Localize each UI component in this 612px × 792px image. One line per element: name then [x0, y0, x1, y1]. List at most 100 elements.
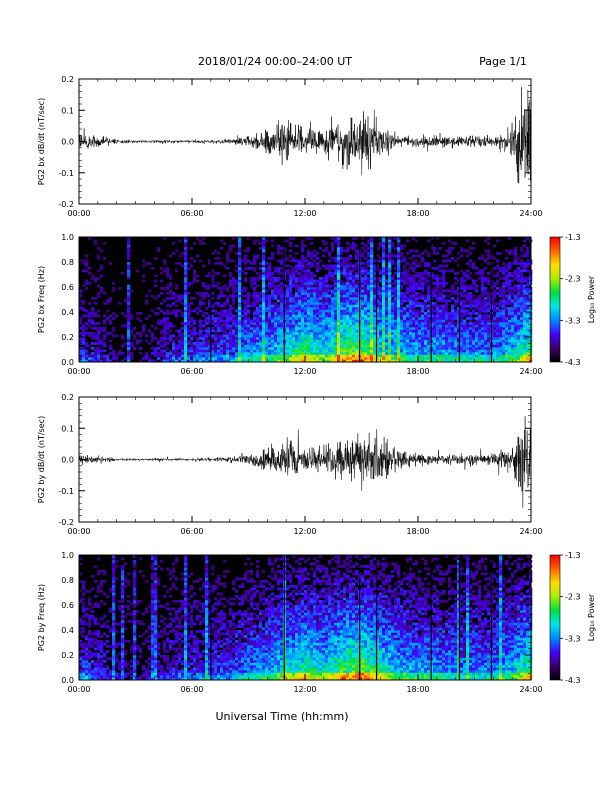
- spectrogram-cell: [313, 342, 317, 345]
- spectrogram-cell: [82, 309, 86, 313]
- spectrogram-cell: [205, 339, 209, 343]
- spectrogram-cell: [505, 282, 509, 285]
- spectrogram-cell: [301, 347, 305, 350]
- spectrogram-cell: [412, 314, 416, 318]
- spectrogram-cell: [370, 257, 374, 260]
- spectrogram-cell: [505, 269, 509, 273]
- spectrogram-cell: [145, 334, 149, 338]
- spectrogram-cell: [337, 252, 341, 255]
- spectrogram-cell: [91, 297, 95, 300]
- spectrogram-cell: [388, 294, 392, 298]
- spectrogram-cell: [184, 292, 188, 295]
- spectrogram-cell: [295, 314, 299, 318]
- spectrogram-cell: [223, 309, 227, 313]
- spectrogram-cell: [289, 317, 293, 320]
- spectrogram-cell: [160, 287, 164, 290]
- spectrogram-cell: [292, 309, 296, 313]
- spectrogram-cell: [415, 259, 419, 263]
- spectrogram-cell: [265, 304, 269, 308]
- spectrogram-cell: [427, 294, 431, 298]
- spectrogram-cell: [463, 352, 467, 355]
- spectrogram-cell: [442, 312, 446, 315]
- spectrogram-cell: [406, 334, 410, 338]
- spectrogram-cell: [517, 334, 521, 338]
- spectrogram-cell: [340, 314, 344, 318]
- spectrogram-cell: [409, 282, 413, 285]
- spectrogram-cell: [466, 309, 470, 313]
- spectrogram-cell: [334, 237, 338, 240]
- spectrogram-cell: [238, 274, 242, 278]
- spectrogram-cell: [289, 294, 293, 298]
- spectrogram-cell: [403, 339, 407, 343]
- spectrogram-cell: [394, 352, 398, 355]
- spectrogram-cell: [175, 249, 179, 253]
- spectrogram-cell: [271, 244, 275, 248]
- spectrogram-cell: [265, 277, 269, 280]
- spectrogram-cell: [469, 252, 473, 255]
- spectrogram-cell: [127, 307, 131, 310]
- spectrogram-cell: [304, 354, 308, 358]
- spectrogram-cell: [442, 307, 446, 310]
- spectrogram-cell: [112, 334, 116, 338]
- spectrogram-cell: [127, 254, 131, 258]
- spectrogram-cell: [244, 319, 248, 323]
- spectrogram-cell: [289, 354, 293, 358]
- spectrogram-cell: [172, 342, 176, 345]
- spectrogram-cell: [106, 309, 110, 313]
- spectrogram-cell: [520, 349, 524, 353]
- spectrogram-cell: [526, 327, 530, 330]
- spectrogram-cell: [109, 344, 113, 348]
- spectrogram-cell: [346, 267, 350, 270]
- spectrogram-cell: [373, 347, 377, 350]
- spectrogram-cell: [346, 274, 350, 278]
- spectrogram-cell: [505, 307, 509, 310]
- spectrogram-cell: [118, 349, 122, 353]
- spectrogram-cell: [376, 247, 380, 250]
- spectrogram-cell: [271, 359, 275, 363]
- spectrogram-cell: [373, 274, 377, 278]
- spectrogram-cell: [97, 352, 101, 355]
- spectrogram-cell: [493, 339, 497, 343]
- spectrogram-cell: [139, 339, 143, 343]
- spectrogram-cell: [439, 282, 443, 285]
- spectrogram-cell: [268, 324, 272, 328]
- spectrogram-cell: [319, 342, 323, 345]
- spectrogram-cell: [301, 334, 305, 338]
- spectrogram-cell: [439, 322, 443, 325]
- spectrogram-cell: [187, 347, 191, 350]
- spectrogram-cell: [232, 332, 236, 335]
- spectrogram-cell: [481, 322, 485, 325]
- spectrogram-cell: [520, 312, 524, 315]
- spectrogram-cell: [379, 314, 383, 318]
- spectrogram-cell: [232, 314, 236, 318]
- spectrogram-cell: [337, 334, 341, 338]
- spectrogram-cell: [382, 264, 386, 268]
- spectrogram-cell: [496, 274, 500, 278]
- spectrogram-cell: [103, 359, 107, 363]
- spectrogram-cell: [385, 297, 389, 300]
- spectrogram-cell: [508, 317, 512, 320]
- spectrogram-cell: [127, 324, 131, 328]
- spectrogram-cell: [412, 297, 416, 300]
- spectrogram-cell: [268, 272, 272, 275]
- spectrogram-cell: [463, 304, 467, 308]
- spectrogram-cell: [331, 317, 335, 320]
- spectrogram-cell: [295, 337, 299, 340]
- spectrogram-cell: [415, 317, 419, 320]
- spectrogram-cell: [190, 347, 194, 350]
- spectrogram-cell: [526, 254, 530, 258]
- spectrogram-cell: [97, 347, 101, 350]
- spectrogram-cell: [415, 294, 419, 298]
- spectrogram-cell: [451, 309, 455, 313]
- spectrogram-cell: [292, 282, 296, 285]
- spectrogram-cell: [427, 254, 431, 258]
- spectrogram-cell: [436, 319, 440, 323]
- spectrogram-cell: [205, 347, 209, 350]
- spectrogram-cell: [214, 337, 218, 340]
- spectrogram-cell: [505, 357, 509, 360]
- spectrogram-cell: [487, 357, 491, 360]
- spectrogram-cell: [238, 249, 242, 253]
- spectrogram-cell: [502, 269, 506, 273]
- spectrogram-cell: [325, 319, 329, 323]
- spectrogram-cell: [250, 359, 254, 363]
